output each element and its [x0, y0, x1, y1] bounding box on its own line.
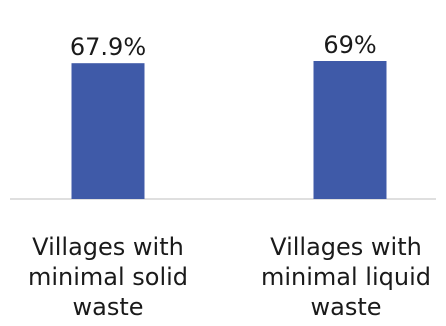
category-label-line: waste [72, 293, 144, 321]
data-label-liquid-waste: 69% [323, 31, 376, 59]
category-label-line: waste [310, 293, 382, 321]
data-label-solid-waste: 67.9% [70, 33, 146, 61]
category-label-line: Villages with [270, 233, 422, 261]
bar-liquid-waste [313, 61, 387, 199]
category-label-solid-waste: Villages with minimal solid waste [8, 232, 208, 322]
category-label-liquid-waste: Villages with minimal liquid waste [246, 232, 446, 322]
bar-solid-waste [71, 63, 145, 200]
category-label-line: Villages with [32, 233, 184, 261]
category-label-line: minimal liquid [261, 263, 431, 291]
category-label-line: minimal solid [27, 263, 189, 291]
